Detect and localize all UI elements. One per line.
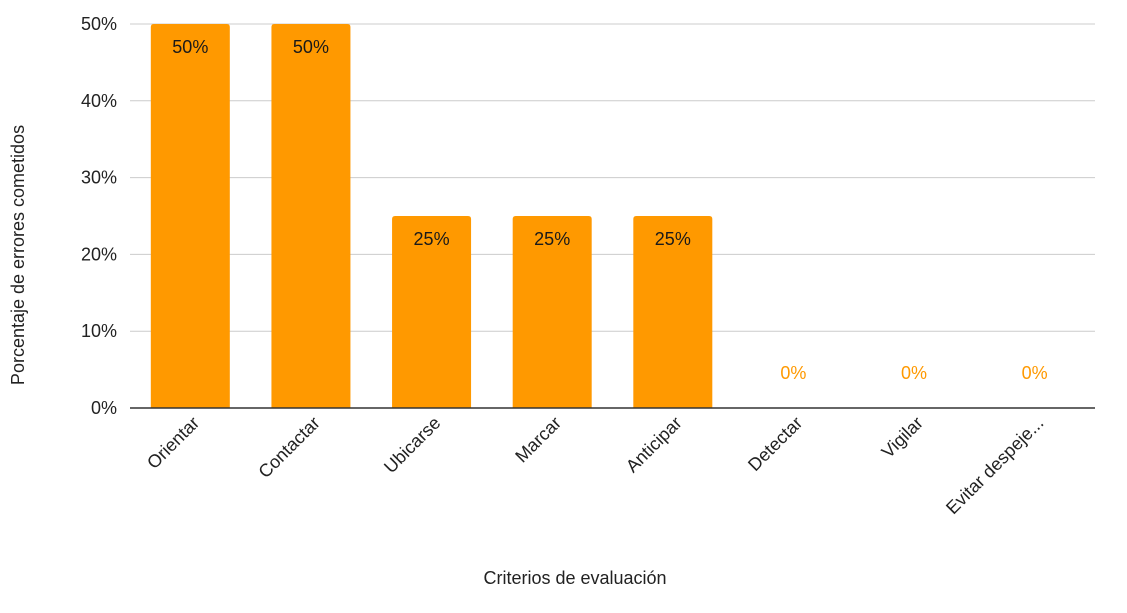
bar-value-labels: 50% 50% 25% 25% 25% 0% 0% 0% [172,37,1047,383]
x-tick-label: Orientar [143,413,203,473]
x-tick-label: Anticipar [622,413,686,477]
y-axis-ticks: 0% 10% 20% 30% 40% 50% [81,14,117,418]
y-tick-label: 40% [81,91,117,111]
x-tick-label: Contactar [254,413,323,482]
y-axis-title: Porcentaje de errores cometidos [8,125,28,385]
bar-value-label: 0% [1022,363,1048,383]
bar [512,216,592,408]
bar [392,216,472,408]
x-tick-label: Vigilar [878,413,927,462]
bar [150,24,230,408]
bar-value-label: 0% [901,363,927,383]
y-tick-label: 0% [91,398,117,418]
x-tick-label: Evitar despeje... [942,413,1047,518]
bar-value-label: 25% [414,229,450,249]
x-tick-label: Marcar [511,413,565,467]
bar [271,24,351,408]
x-tick-label: Ubicarse [380,413,444,477]
x-tick-label: Detectar [744,413,806,475]
y-tick-label: 50% [81,14,117,34]
bar-value-label: 50% [172,37,208,57]
bar-value-label: 50% [293,37,329,57]
x-axis-title: Criterios de evaluación [483,568,666,588]
bar-value-label: 0% [780,363,806,383]
bar-value-label: 25% [534,229,570,249]
y-tick-label: 30% [81,168,117,188]
bar-value-label: 25% [655,229,691,249]
bars [150,24,713,408]
y-tick-label: 20% [81,244,117,264]
x-axis-ticks: Orientar Contactar Ubicarse Marcar Anticipar… [143,413,1048,518]
y-tick-label: 10% [81,321,117,341]
bar [633,216,713,408]
